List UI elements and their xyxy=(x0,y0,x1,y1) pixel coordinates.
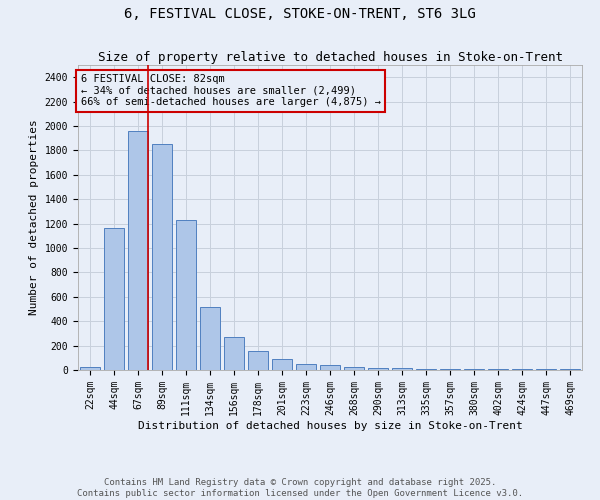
X-axis label: Distribution of detached houses by size in Stoke-on-Trent: Distribution of detached houses by size … xyxy=(137,420,523,430)
Bar xyxy=(80,366,100,370)
Bar xyxy=(320,365,340,370)
Text: 6 FESTIVAL CLOSE: 82sqm
← 34% of detached houses are smaller (2,499)
66% of semi: 6 FESTIVAL CLOSE: 82sqm ← 34% of detache… xyxy=(80,74,380,108)
Bar xyxy=(368,368,388,370)
Bar xyxy=(248,351,268,370)
Y-axis label: Number of detached properties: Number of detached properties xyxy=(29,120,39,316)
Text: 6, FESTIVAL CLOSE, STOKE-ON-TRENT, ST6 3LG: 6, FESTIVAL CLOSE, STOKE-ON-TRENT, ST6 3… xyxy=(124,8,476,22)
Bar xyxy=(272,359,292,370)
Text: Contains HM Land Registry data © Crown copyright and database right 2025.
Contai: Contains HM Land Registry data © Crown c… xyxy=(77,478,523,498)
Bar xyxy=(176,220,196,370)
Bar xyxy=(224,337,244,370)
Bar xyxy=(392,368,412,370)
Bar xyxy=(344,367,364,370)
Bar xyxy=(152,144,172,370)
Bar xyxy=(104,228,124,370)
Bar xyxy=(296,364,316,370)
Bar xyxy=(200,307,220,370)
Bar xyxy=(128,131,148,370)
Title: Size of property relative to detached houses in Stoke-on-Trent: Size of property relative to detached ho… xyxy=(97,51,563,64)
